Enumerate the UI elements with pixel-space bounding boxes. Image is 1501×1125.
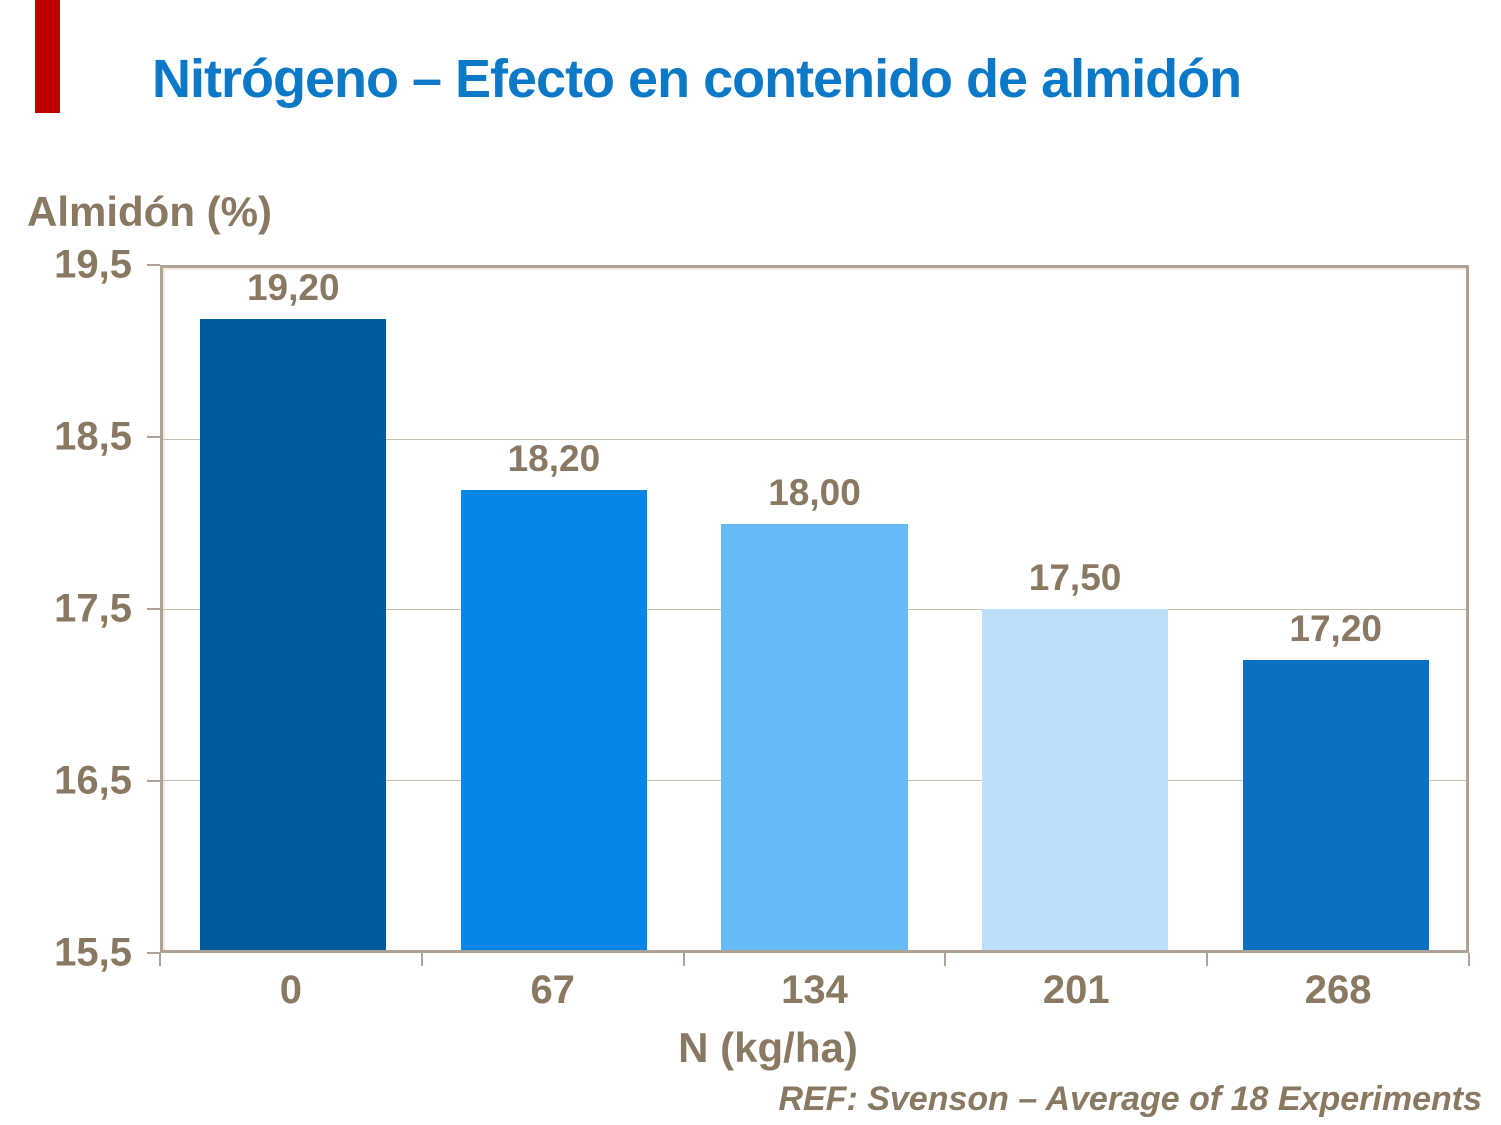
x-axis-tick [1468,953,1470,966]
x-axis-ticks [159,953,1470,967]
y-axis-tick [147,952,160,954]
bar: 17,20 [1242,608,1429,950]
x-category-label: 134 [781,968,848,1012]
x-axis-labels: 0 67 134 201 268 [160,968,1469,1016]
gridline [163,438,1466,440]
bar: 18,20 [460,438,648,950]
y-tick-label: 16,5 [54,758,132,803]
bar: 17,50 [981,557,1169,950]
x-category-label: 0 [279,968,303,1012]
bar-value-label: 18,00 [768,471,861,513]
y-axis-labels: 19,5 18,5 17,5 16,5 15,5 [0,243,160,975]
bar-value-label: 17,50 [1028,557,1122,598]
y-tick-label: 17,5 [54,586,132,631]
y-axis-tick [147,608,160,610]
x-axis-title: N (kg/ha) [678,1024,858,1071]
y-tick-label: 19,5 [54,242,132,287]
x-category-label: 201 [1042,968,1110,1012]
x-axis-tick [159,953,161,966]
y-axis-tick [147,780,160,782]
x-axis-tick [944,953,947,966]
red-accent-bar [35,0,60,113]
x-axis-tick [420,953,423,966]
bar: 18,00 [721,472,908,950]
x-category-label: 268 [1304,968,1372,1012]
reference-note: REF: Svenson – Average of 18 Experiments [778,1080,1482,1118]
x-axis-tick [1206,953,1209,966]
x-axis-tick [682,953,685,966]
y-tick-label: 18,5 [54,414,132,459]
bar-value-label: 19,20 [246,267,340,309]
y-tick-label: 15,5 [54,930,132,975]
y-axis-title: Almidón (%) [27,188,272,235]
y-axis-tick [147,264,160,266]
bar-value-label: 17,20 [1289,608,1382,650]
bar: 19,20 [200,267,387,950]
plot-area: 19,20 18,20 18,00 17,50 17,20 [160,265,1469,953]
y-axis-tick [147,436,160,438]
chart-title: Nitrógeno – Efecto en contenido de almid… [152,49,1242,109]
x-category-label: 67 [530,968,575,1012]
bar-value-label: 18,20 [507,437,601,479]
